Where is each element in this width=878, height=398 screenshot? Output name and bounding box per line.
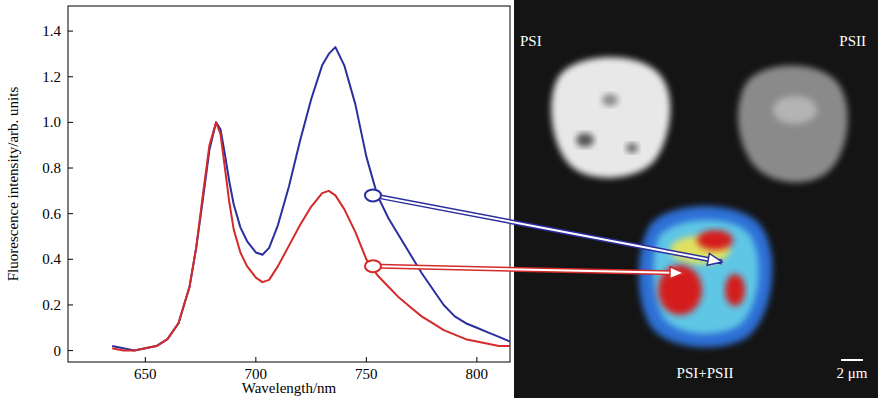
y-tick-label: 0.2 (42, 297, 61, 313)
x-tick-label: 800 (466, 366, 489, 382)
psi-image (551, 57, 670, 177)
callout-marker (365, 260, 381, 272)
image-label: PSII (839, 33, 866, 49)
y-tick (68, 168, 73, 169)
plot-frame (68, 6, 510, 362)
merged-image-mid (653, 220, 758, 334)
y-tick (68, 259, 73, 260)
x-tick (145, 357, 146, 362)
y-tick-label: 0.6 (42, 206, 61, 222)
image-label: PSI+PSII (677, 365, 734, 381)
psi-dark-spot (602, 94, 618, 106)
merged-red (697, 230, 733, 250)
y-tick (68, 213, 73, 214)
x-tick (366, 357, 367, 362)
x-tick (476, 357, 477, 362)
x-tick-label: 750 (355, 366, 378, 382)
y-tick-label: 0.4 (42, 251, 61, 267)
y-tick (68, 304, 73, 305)
callout-arrow-head (707, 253, 722, 265)
y-tick-label: 1.0 (42, 114, 61, 130)
y-axis-title: Fluorescence intensity/arb. units (5, 87, 21, 282)
y-tick-label: 1.2 (42, 69, 61, 85)
callout-arrow-core (381, 197, 722, 262)
x-axis-title: Wavelength/nm (242, 380, 337, 396)
scale-bar (841, 359, 863, 361)
callout-arrow-head (670, 267, 684, 279)
callout-marker (365, 189, 381, 201)
x-tick-label: 650 (134, 366, 157, 382)
y-tick (68, 31, 73, 32)
callout-arrow-outline (381, 266, 684, 273)
psii-bright (773, 96, 817, 124)
psi-dark-spot (576, 133, 594, 147)
y-tick (68, 76, 73, 77)
psi-dark-spot (626, 143, 638, 153)
spectrum-line (112, 122, 510, 350)
merged-red (725, 274, 745, 306)
callout-arrow-outline (381, 197, 722, 262)
y-tick-label: 0 (54, 343, 62, 359)
y-tick-label: 0.8 (42, 160, 61, 176)
merged-image (639, 206, 773, 347)
psii-image (738, 66, 848, 183)
figure: 65070075080000.20.40.60.81.01.21.4Wavele… (0, 0, 878, 398)
y-tick (68, 350, 73, 351)
image-label: 2 μm (837, 365, 868, 381)
image-panel (514, 0, 878, 398)
callout-arrow-core (381, 266, 684, 273)
plot-area (112, 47, 510, 351)
y-tick-label: 1.4 (42, 23, 61, 39)
y-tick (68, 122, 73, 123)
image-label: PSI (520, 33, 542, 49)
x-tick (255, 357, 256, 362)
spectrum-line (112, 47, 510, 351)
